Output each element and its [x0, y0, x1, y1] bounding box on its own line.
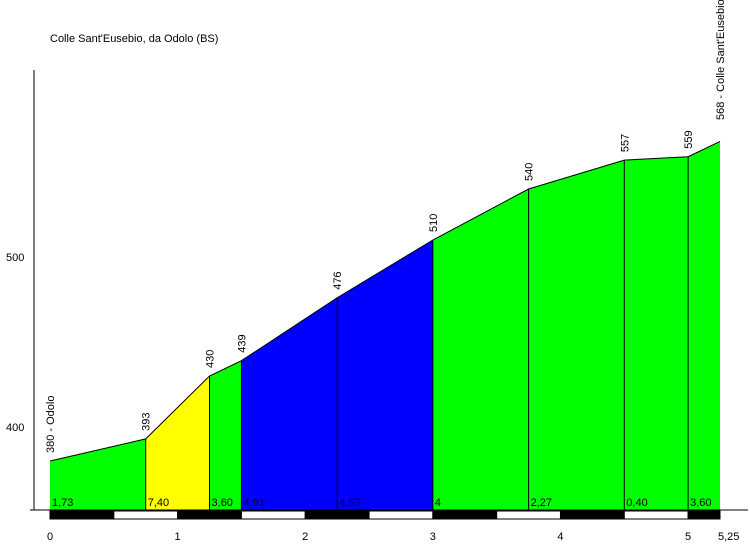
km-bar-block — [623, 510, 689, 520]
chart-title: Colle Sant'Eusebio, da Odolo (BS) — [50, 33, 218, 45]
y-axis: 400 500 — [6, 70, 35, 510]
profile-segment — [432, 189, 529, 510]
profile-segment — [624, 156, 689, 510]
profile-segment — [528, 160, 625, 510]
grade-labels: 1,73 7,40 3,60 4,91 4,53 4 2,27 0,40 3,60 — [52, 497, 712, 509]
profile-areas — [49, 140, 721, 510]
y-tick-label: 500 — [6, 252, 24, 264]
x-tick-label: 0 — [47, 531, 53, 543]
km-bar-block — [49, 510, 115, 520]
x-tick-label: 1 — [175, 531, 181, 543]
km-bar-block — [304, 510, 370, 520]
x-tick-labels: 0 1 2 3 4 5 5,25 — [47, 531, 739, 543]
profile-segment — [688, 141, 720, 510]
km-bar-block — [687, 510, 721, 520]
x-tick-label: 4 — [557, 531, 563, 543]
elevation-label: 476 — [332, 271, 344, 289]
x-tick-label: 5,25 — [718, 531, 739, 543]
grade-label: 1,73 — [52, 497, 73, 509]
km-bar-block — [432, 510, 498, 520]
profile-outline — [49, 140, 721, 462]
elevation-label: 380 - Odolo — [45, 396, 57, 453]
km-bar — [30, 509, 748, 520]
elevation-labels: 380 - Odolo 393 430 439 476 510 540 557 559 568 -… — [45, 0, 727, 453]
grade-label: 7,40 — [148, 497, 169, 509]
elevation-label: 557 — [619, 134, 631, 152]
km-bar-block — [240, 510, 306, 520]
elevation-label: 439 — [236, 334, 248, 352]
profile-segment — [145, 376, 210, 510]
grade-label: 4 — [435, 497, 441, 509]
grade-label: 4,53 — [339, 497, 360, 509]
x-tick-label: 5 — [685, 531, 691, 543]
elevation-label: 568 - Colle Sant'Eusebio — [715, 0, 727, 120]
elevation-label: 559 — [683, 130, 695, 148]
grade-label: 0,40 — [626, 497, 647, 509]
grade-label: 3,60 — [690, 497, 711, 509]
km-bar-block — [177, 510, 242, 520]
km-bar-block — [496, 510, 561, 520]
y-tick-label: 400 — [6, 422, 24, 434]
grade-label: 4,91 — [243, 497, 264, 509]
x-tick-label: 2 — [302, 531, 308, 543]
profile-segment — [209, 360, 242, 510]
x-tick-label: 3 — [430, 531, 436, 543]
elevation-label: 430 — [205, 350, 217, 368]
profile-segment — [337, 240, 433, 510]
grade-label: 3,60 — [212, 497, 233, 509]
km-bar-block — [368, 510, 434, 520]
km-bar-block — [113, 510, 179, 520]
km-bar-block — [559, 510, 625, 520]
profile-segment — [241, 297, 338, 510]
elevation-label: 393 — [141, 413, 153, 431]
profile-segment — [50, 438, 146, 510]
elevation-label: 540 — [524, 163, 536, 181]
grade-label: 2,27 — [531, 497, 552, 509]
elevation-label: 510 — [428, 214, 440, 232]
